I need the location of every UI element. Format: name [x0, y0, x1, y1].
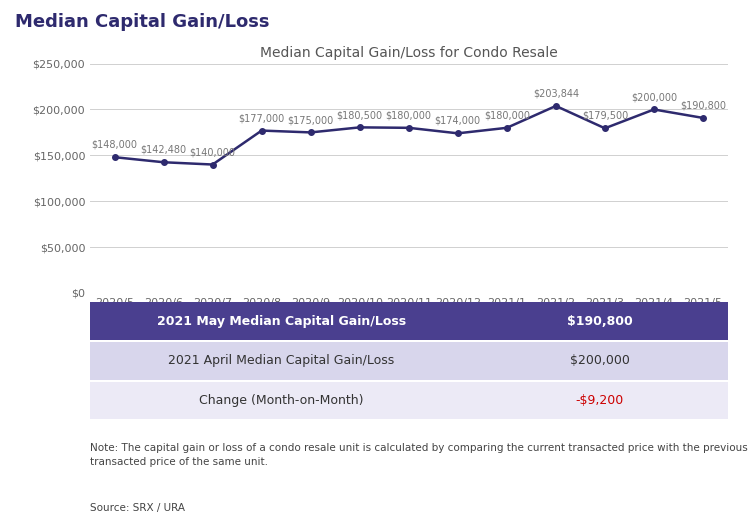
Text: $177,000: $177,000: [238, 113, 285, 123]
Text: $190,800: $190,800: [680, 101, 726, 111]
Text: $175,000: $175,000: [287, 115, 334, 125]
Text: $200,000: $200,000: [631, 92, 677, 102]
Text: -$9,200: -$9,200: [576, 394, 624, 407]
Text: $140,000: $140,000: [190, 147, 236, 157]
Text: $203,844: $203,844: [532, 89, 579, 99]
Text: 2021 April Median Capital Gain/Loss: 2021 April Median Capital Gain/Loss: [168, 354, 394, 367]
Text: $200,000: $200,000: [570, 354, 630, 367]
Text: Change (Month-on-Month): Change (Month-on-Month): [199, 394, 364, 407]
FancyBboxPatch shape: [472, 382, 728, 419]
FancyBboxPatch shape: [472, 302, 728, 340]
Text: $179,500: $179,500: [582, 111, 628, 121]
FancyBboxPatch shape: [90, 302, 472, 340]
FancyBboxPatch shape: [90, 342, 472, 379]
Text: Note: The capital gain or loss of a condo resale unit is calculated by comparing: Note: The capital gain or loss of a cond…: [90, 444, 748, 467]
Text: $180,000: $180,000: [386, 110, 432, 120]
FancyBboxPatch shape: [90, 382, 472, 419]
FancyBboxPatch shape: [472, 342, 728, 379]
Text: $148,000: $148,000: [92, 140, 137, 150]
Text: $190,800: $190,800: [567, 315, 633, 328]
Text: $180,500: $180,500: [337, 110, 382, 120]
Text: $180,000: $180,000: [484, 110, 530, 120]
Text: $142,480: $142,480: [140, 145, 187, 155]
Text: 2021 May Median Capital Gain/Loss: 2021 May Median Capital Gain/Loss: [157, 315, 406, 328]
Text: Median Capital Gain/Loss: Median Capital Gain/Loss: [15, 13, 269, 31]
Title: Median Capital Gain/Loss for Condo Resale: Median Capital Gain/Loss for Condo Resal…: [260, 46, 557, 60]
Text: $174,000: $174,000: [435, 116, 481, 126]
Text: Source: SRX / URA: Source: SRX / URA: [90, 503, 185, 513]
